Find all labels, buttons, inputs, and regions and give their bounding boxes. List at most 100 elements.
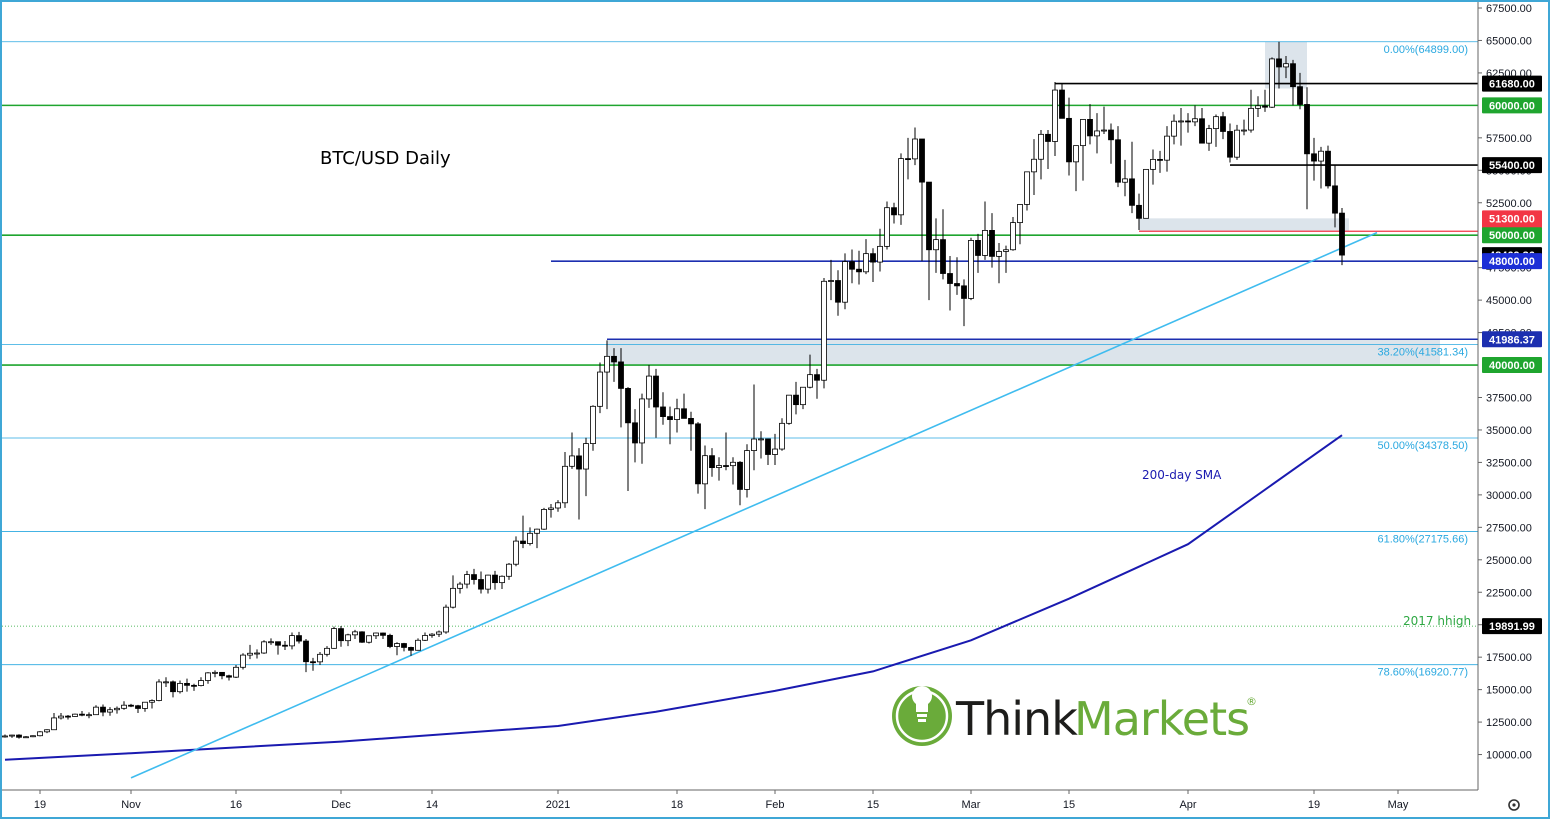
candle-body — [219, 671, 225, 677]
candle-body — [737, 461, 743, 490]
candle-40 — [282, 640, 288, 651]
price-tick-label: 45000.00 — [1486, 295, 1532, 307]
candle-165 — [1157, 150, 1163, 173]
candle-body — [79, 713, 85, 716]
candle-body — [107, 709, 113, 713]
candle-body — [30, 735, 36, 738]
candle-92 — [646, 365, 652, 408]
candle-162 — [1136, 193, 1142, 231]
candle-78 — [548, 503, 554, 518]
candle-1 — [9, 734, 15, 738]
candle-145 — [1017, 204, 1023, 245]
candle-29 — [205, 672, 211, 684]
candle-153 — [1073, 145, 1079, 192]
candle-body — [681, 408, 687, 419]
candle-36 — [254, 649, 260, 659]
candle-body — [1178, 120, 1184, 123]
candle-body — [247, 652, 253, 656]
candle-132 — [926, 181, 932, 301]
candle-body — [667, 416, 673, 420]
price-tag-box — [1482, 97, 1542, 114]
candle-6 — [44, 729, 50, 734]
price-tag-label: 48000.00 — [1489, 256, 1535, 268]
candle-body — [485, 574, 491, 590]
candle-body — [877, 245, 883, 263]
candle-84 — [590, 405, 596, 451]
candle-27 — [191, 683, 197, 691]
time-tick-label: 2021 — [546, 799, 570, 811]
candle-129 — [905, 137, 911, 180]
time-tick-label: Nov — [121, 799, 141, 811]
levels-layer — [2, 41, 1478, 666]
logo-bulb-base1 — [917, 714, 927, 717]
gear-icon[interactable] — [1508, 799, 1520, 811]
candle-64 — [450, 575, 456, 609]
gear-icon-center — [1512, 803, 1516, 807]
price-tag-label: 41986.37 — [1489, 334, 1535, 346]
price-tick-label: 10000.00 — [1486, 750, 1532, 762]
settings-gear-icon[interactable] — [1508, 799, 1520, 811]
candle-body — [1017, 204, 1023, 224]
candle-body — [1003, 249, 1009, 252]
candle-body — [639, 398, 645, 444]
price-tag-label: 19891.99 — [1489, 621, 1535, 633]
time-tick-label: Mar — [962, 799, 981, 811]
price-tag-7: 48000.00 — [1482, 253, 1542, 270]
candle-body — [387, 634, 393, 647]
price-tick-label: 17500.00 — [1486, 652, 1532, 664]
candle-152 — [1066, 97, 1072, 176]
candle-body — [800, 386, 806, 406]
candle-body — [1185, 120, 1191, 123]
candle-71 — [499, 575, 505, 590]
sma-line — [4, 434, 1343, 761]
candle-body — [2, 735, 8, 738]
candle-44 — [310, 657, 316, 671]
price-tag-box — [1482, 75, 1542, 92]
candle-134 — [940, 209, 946, 280]
candle-177 — [1241, 119, 1247, 136]
price-tick-label: 30000.00 — [1486, 490, 1532, 502]
candle-125 — [877, 228, 883, 272]
candle-74 — [520, 515, 526, 549]
candle-174 — [1220, 111, 1226, 140]
candle-body — [177, 682, 183, 693]
candle-body — [541, 509, 547, 530]
price-tag-label: 55400.00 — [1489, 160, 1535, 172]
candle-143 — [1003, 245, 1009, 273]
fib-label-2: 50.00%(34378.50) — [1377, 440, 1468, 452]
candle-168 — [1178, 107, 1184, 146]
candle-104 — [730, 457, 736, 485]
candle-body — [996, 251, 1002, 257]
candle-33 — [233, 664, 239, 678]
candle-body — [730, 461, 736, 467]
candle-body — [65, 715, 71, 718]
candle-body — [282, 644, 288, 647]
candle-128 — [898, 153, 904, 225]
candle-170 — [1192, 105, 1198, 127]
time-tick-label: 18 — [671, 799, 683, 811]
candle-77 — [541, 507, 547, 530]
price-tag-2: 55400.00 — [1482, 157, 1542, 174]
candle-169 — [1185, 113, 1191, 133]
price-tag-label: 60000.00 — [1489, 100, 1535, 112]
candle-68 — [478, 571, 484, 594]
candle-80 — [562, 452, 568, 508]
candle-body — [72, 713, 78, 717]
candle-173 — [1213, 114, 1219, 147]
time-tick-label: May — [1388, 799, 1409, 811]
candle-126 — [884, 201, 890, 250]
candle-142 — [996, 242, 1002, 284]
fib-label-1: 38.20%(41581.34) — [1377, 347, 1468, 359]
candle-body — [1241, 129, 1247, 132]
price-tick-label: 67500.00 — [1486, 3, 1532, 15]
candle-body — [898, 158, 904, 216]
candle-body — [86, 714, 92, 717]
candle-121 — [849, 249, 855, 284]
candle-141 — [989, 213, 995, 268]
time-tick-label: 16 — [230, 799, 242, 811]
candle-body — [590, 405, 596, 444]
price-tag-box — [1482, 253, 1542, 270]
candle-body — [1171, 120, 1177, 137]
candle-body — [240, 654, 246, 668]
